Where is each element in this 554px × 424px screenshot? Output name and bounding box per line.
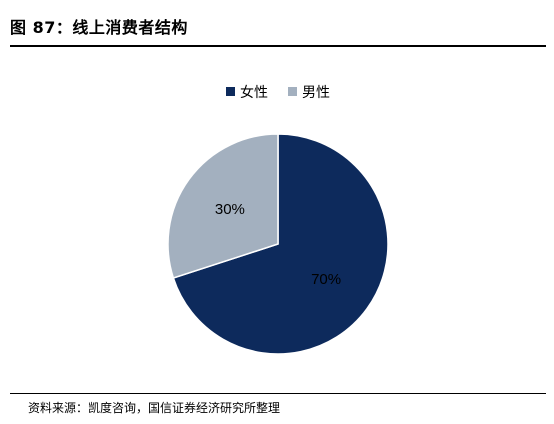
pie-slice-male	[167, 133, 279, 279]
legend-swatch-male	[288, 87, 297, 96]
source-note: 资料来源：凯度咨询，国信证券经济研究所整理	[28, 401, 281, 415]
chart-legend: 女性 男性	[226, 84, 330, 101]
pie-labels: 70% 30%	[215, 201, 341, 288]
legend-swatch-female	[226, 87, 235, 96]
top-divider	[10, 45, 546, 47]
legend-label-male: 男性	[302, 85, 330, 101]
pie-label-female: 70%	[311, 271, 341, 288]
pie-label-male: 30%	[215, 201, 245, 218]
pie-slices	[167, 133, 389, 355]
legend-label-female: 女性	[240, 84, 268, 101]
figure-title: 图 87：线上消费者结构	[10, 18, 188, 37]
pie-slice-female	[172, 133, 389, 355]
bottom-divider	[10, 393, 546, 394]
